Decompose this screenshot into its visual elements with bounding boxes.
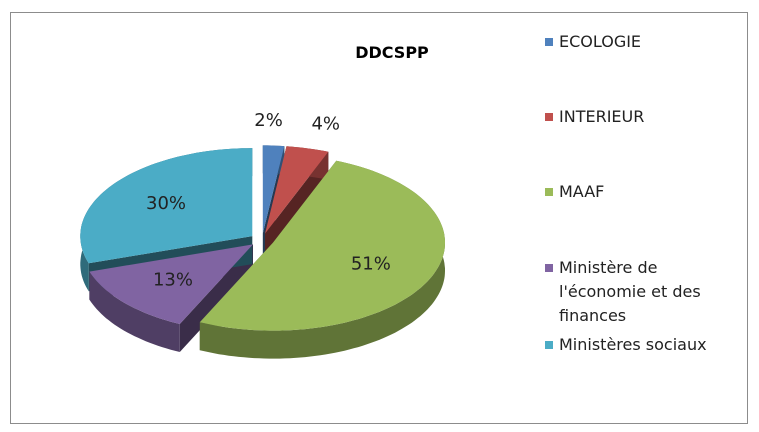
pie-slice (80, 148, 253, 264)
chart-frame (10, 12, 748, 424)
data-label: 13% (153, 269, 193, 290)
legend-label: Ministères sociaux (559, 335, 707, 354)
pie-slice (199, 160, 445, 331)
pie-slice (262, 145, 285, 234)
legend-swatch (545, 113, 553, 121)
data-label: 4% (311, 114, 340, 135)
legend-item: Ministère de l'économie et des finances (545, 256, 735, 328)
slice-rim (89, 271, 180, 352)
slice-tops (80, 145, 445, 331)
pie-slice (89, 244, 254, 324)
legend-swatch (545, 188, 553, 196)
pie-slice (265, 146, 329, 234)
legend-label: Ministère de l'économie et des finances (559, 258, 701, 325)
legend-swatch (545, 264, 553, 272)
legend-swatch (545, 341, 553, 349)
legend-item: INTERIEUR (545, 105, 735, 129)
data-label: 2% (254, 110, 283, 131)
legend-item: Ministères sociaux (545, 333, 735, 357)
chart-title: DDCSPP (355, 43, 429, 62)
slice-rim (199, 160, 445, 359)
legend-item: MAAF (545, 180, 735, 204)
legend-swatch (545, 38, 553, 46)
data-label: 30% (146, 193, 186, 214)
legend-label: ECOLOGIE (559, 32, 642, 51)
legend-label: INTERIEUR (559, 107, 645, 126)
legend-label: MAAF (559, 182, 605, 201)
data-label: 51% (351, 253, 391, 274)
legend-item: ECOLOGIE (545, 30, 735, 54)
